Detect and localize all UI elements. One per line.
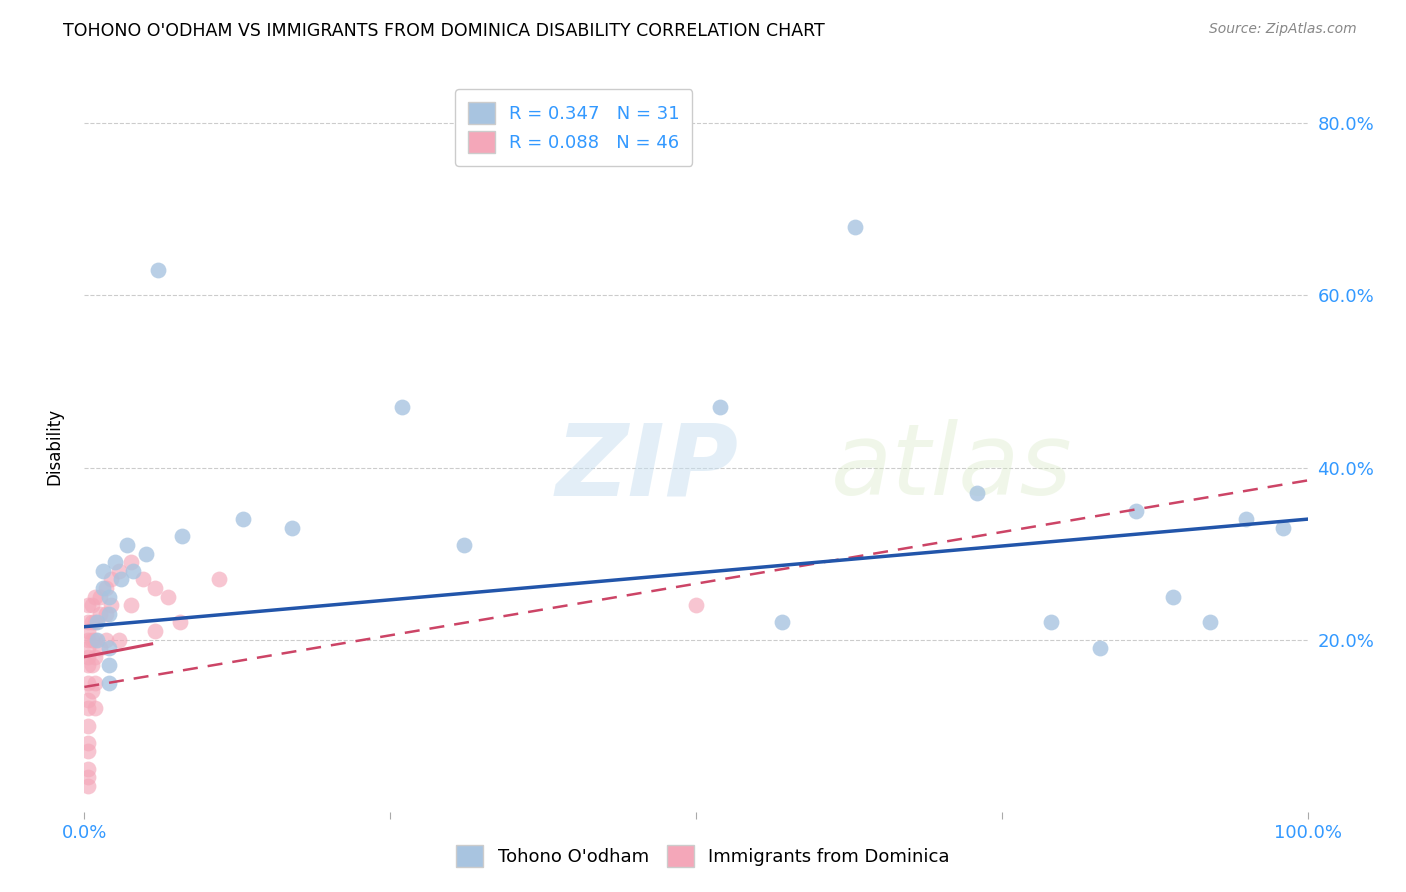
Point — [100, 573, 122, 587]
Point — [77, 632, 100, 647]
Point — [1236, 512, 1258, 526]
Point — [146, 262, 169, 277]
Point — [77, 658, 100, 673]
Point — [80, 632, 103, 647]
Legend: R = 0.347   N = 31, R = 0.088   N = 46: R = 0.347 N = 31, R = 0.088 N = 46 — [456, 89, 692, 166]
Point — [77, 693, 100, 707]
Point — [80, 615, 103, 630]
Point — [110, 573, 132, 587]
Point — [169, 615, 191, 630]
Point — [143, 624, 166, 638]
Point — [281, 521, 304, 535]
Point — [77, 675, 100, 690]
Point — [100, 598, 122, 612]
Point — [96, 607, 118, 621]
Point — [97, 658, 120, 673]
Point — [77, 649, 100, 664]
Point — [1161, 590, 1184, 604]
Point — [966, 486, 988, 500]
Point — [80, 684, 103, 698]
Point — [84, 590, 107, 604]
Point — [84, 701, 107, 715]
Text: TOHONO O'ODHAM VS IMMIGRANTS FROM DOMINICA DISABILITY CORRELATION CHART: TOHONO O'ODHAM VS IMMIGRANTS FROM DOMINI… — [63, 22, 825, 40]
Point — [115, 538, 138, 552]
Point — [156, 590, 179, 604]
Point — [844, 219, 866, 234]
Point — [89, 641, 111, 656]
Point — [709, 401, 731, 415]
Point — [453, 538, 475, 552]
Point — [91, 581, 114, 595]
Point — [89, 590, 111, 604]
Point — [77, 779, 100, 793]
Point — [1039, 615, 1062, 630]
Point — [97, 675, 120, 690]
Point — [685, 598, 707, 612]
Point — [96, 632, 118, 647]
Point — [135, 547, 157, 561]
Point — [84, 649, 107, 664]
Point — [84, 615, 107, 630]
Point — [86, 615, 108, 630]
Legend: Tohono O'odham, Immigrants from Dominica: Tohono O'odham, Immigrants from Dominica — [449, 838, 957, 874]
Point — [77, 641, 100, 656]
Point — [96, 581, 118, 595]
Point — [1272, 521, 1295, 535]
Point — [120, 555, 142, 569]
Point — [77, 736, 100, 750]
Point — [89, 607, 111, 621]
Point — [107, 632, 129, 647]
Point — [77, 624, 100, 638]
Y-axis label: Disability: Disability — [45, 408, 63, 484]
Point — [91, 564, 114, 578]
Point — [1198, 615, 1220, 630]
Point — [77, 770, 100, 784]
Point — [97, 590, 120, 604]
Point — [1125, 503, 1147, 517]
Point — [208, 573, 231, 587]
Point — [77, 744, 100, 758]
Point — [770, 615, 793, 630]
Point — [107, 564, 129, 578]
Point — [97, 641, 120, 656]
Point — [77, 719, 100, 733]
Point — [77, 701, 100, 715]
Point — [77, 598, 100, 612]
Point — [104, 555, 127, 569]
Point — [122, 564, 145, 578]
Point — [77, 615, 100, 630]
Text: Source: ZipAtlas.com: Source: ZipAtlas.com — [1209, 22, 1357, 37]
Point — [77, 762, 100, 776]
Point — [86, 632, 108, 647]
Point — [132, 573, 155, 587]
Text: atlas: atlas — [831, 419, 1073, 516]
Point — [232, 512, 254, 526]
Text: ZIP: ZIP — [555, 419, 738, 516]
Point — [1088, 641, 1111, 656]
Point — [84, 675, 107, 690]
Point — [120, 598, 142, 612]
Point — [84, 632, 107, 647]
Point — [80, 658, 103, 673]
Point — [143, 581, 166, 595]
Point — [172, 529, 194, 543]
Point — [80, 598, 103, 612]
Point — [97, 607, 120, 621]
Point — [391, 401, 413, 415]
